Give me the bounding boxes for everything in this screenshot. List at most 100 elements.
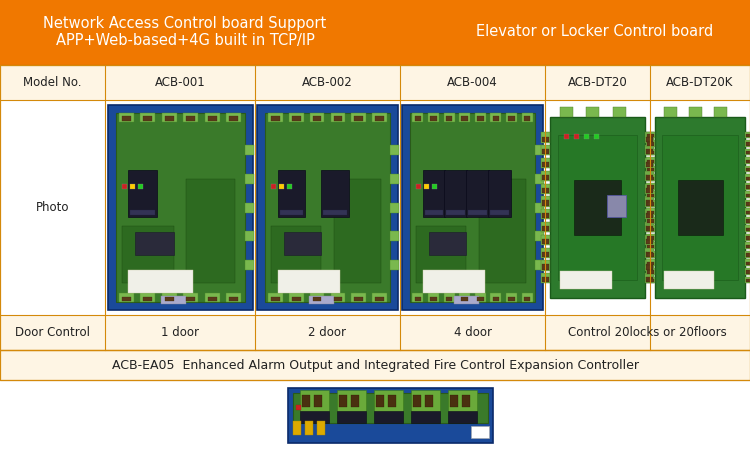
Bar: [468, 210, 487, 215]
Bar: [646, 277, 652, 282]
Bar: [0, 65, 750, 350]
Text: ACB-DT20K: ACB-DT20K: [666, 76, 734, 89]
Bar: [415, 297, 422, 301]
Bar: [390, 202, 399, 212]
Bar: [352, 113, 366, 122]
Bar: [745, 208, 750, 215]
Bar: [375, 117, 384, 121]
Bar: [205, 293, 220, 302]
Bar: [374, 411, 403, 423]
Bar: [354, 117, 363, 121]
Bar: [745, 277, 750, 284]
Bar: [646, 213, 652, 218]
Bar: [542, 149, 549, 154]
Bar: [645, 184, 654, 194]
Bar: [390, 231, 399, 241]
Bar: [535, 145, 544, 155]
Bar: [662, 135, 738, 280]
Bar: [646, 208, 655, 215]
Bar: [746, 253, 750, 257]
Bar: [477, 297, 484, 301]
Bar: [0, 380, 750, 450]
Bar: [122, 184, 127, 189]
Bar: [745, 260, 750, 266]
Bar: [446, 117, 452, 121]
Bar: [689, 107, 702, 117]
Bar: [645, 196, 654, 207]
Bar: [292, 420, 301, 435]
Bar: [334, 117, 342, 121]
Bar: [647, 236, 654, 240]
Bar: [350, 395, 358, 407]
Bar: [413, 395, 421, 407]
Bar: [542, 252, 549, 257]
Bar: [493, 117, 500, 121]
Bar: [289, 293, 304, 302]
Bar: [446, 297, 452, 301]
Bar: [745, 166, 750, 172]
Bar: [429, 232, 466, 255]
Bar: [268, 113, 283, 122]
Bar: [334, 179, 381, 283]
Bar: [746, 236, 750, 240]
Bar: [645, 273, 654, 284]
Bar: [646, 188, 652, 193]
Bar: [542, 188, 549, 193]
Bar: [645, 209, 654, 220]
Bar: [448, 390, 477, 412]
Bar: [664, 271, 713, 289]
Bar: [187, 179, 236, 283]
Bar: [746, 270, 750, 274]
Bar: [266, 113, 390, 302]
Bar: [461, 117, 468, 121]
Bar: [535, 231, 544, 241]
Bar: [745, 148, 750, 155]
Bar: [244, 260, 254, 270]
Bar: [664, 107, 676, 117]
Bar: [280, 210, 303, 215]
Bar: [413, 293, 424, 302]
Bar: [745, 200, 750, 207]
Bar: [226, 293, 242, 302]
Bar: [470, 426, 488, 437]
Bar: [313, 297, 322, 301]
Bar: [122, 297, 130, 301]
Bar: [521, 293, 532, 302]
Text: Elevator or Locker Control board: Elevator or Locker Control board: [476, 24, 714, 40]
Bar: [647, 160, 654, 163]
Bar: [745, 225, 750, 232]
Bar: [647, 219, 654, 223]
Bar: [296, 405, 301, 410]
Bar: [542, 158, 550, 168]
Bar: [647, 143, 654, 146]
Bar: [433, 184, 437, 189]
Bar: [647, 134, 654, 137]
Bar: [542, 265, 549, 270]
Bar: [506, 113, 517, 122]
Bar: [645, 248, 654, 258]
Bar: [331, 293, 345, 302]
Bar: [0, 100, 750, 315]
Bar: [388, 395, 395, 407]
Bar: [165, 117, 174, 121]
Bar: [477, 117, 484, 121]
Bar: [304, 420, 313, 435]
Bar: [302, 395, 310, 407]
Bar: [375, 297, 384, 301]
Bar: [645, 261, 654, 270]
Bar: [524, 117, 530, 121]
Bar: [646, 174, 655, 181]
Bar: [475, 113, 486, 122]
Bar: [313, 117, 322, 121]
Bar: [428, 113, 439, 122]
Text: Door Control: Door Control: [15, 326, 90, 339]
Bar: [646, 183, 655, 189]
Bar: [160, 296, 187, 304]
Bar: [746, 134, 750, 137]
Bar: [272, 226, 321, 283]
Bar: [646, 191, 655, 198]
Bar: [746, 160, 750, 163]
Bar: [430, 117, 436, 121]
Bar: [746, 185, 750, 189]
Bar: [244, 231, 254, 241]
